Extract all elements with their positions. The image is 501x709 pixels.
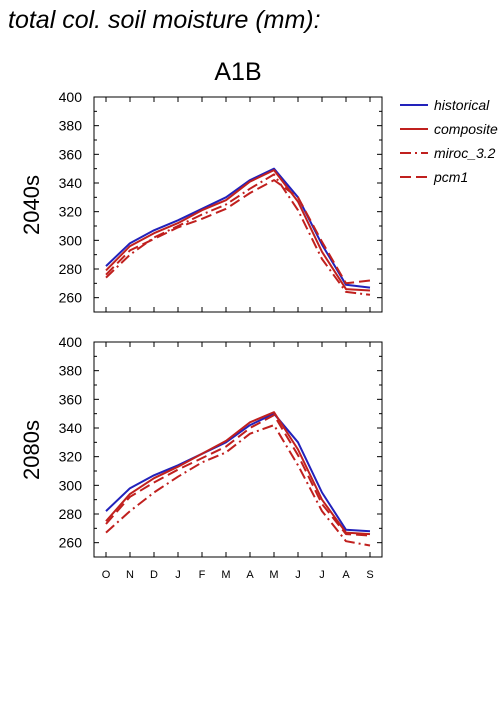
panel-2080s: 260 280 300 320 340 360 380 400 O N D J F M A M J J A S 2080… (19, 334, 383, 581)
x-tick-label: M (221, 569, 230, 581)
y-tick-label: 360 (59, 146, 83, 162)
y-tick-label: 400 (59, 334, 83, 350)
chart-panels: 260 280 300 320 340 360 380 400 2040s 260 280 300 32… (19, 89, 383, 581)
scenario-title: A1B (214, 58, 261, 86)
y-tick-label: 340 (59, 420, 83, 436)
legend-label: composite (434, 121, 498, 137)
x-tick-label: J (319, 569, 325, 581)
x-tick-label: J (175, 569, 181, 581)
y-tick-label: 320 (59, 204, 83, 220)
y-tick-label: 260 (59, 535, 83, 551)
y-tick-label: 260 (59, 290, 83, 306)
series-line-miroc_3.2 (105, 424, 371, 547)
x-tick-label: M (269, 569, 278, 581)
y-tick-label: 360 (59, 391, 83, 407)
series-line-composite (105, 411, 371, 536)
y-tick-label: 380 (59, 363, 83, 379)
x-tick-label: S (366, 569, 373, 581)
legend-item-miroc_3.2: miroc_3.2 (400, 145, 496, 161)
legend: historical composite miroc_3.2 pcm1 (400, 97, 498, 185)
x-tick-label: D (150, 569, 158, 581)
y-tick-label: 300 (59, 477, 83, 493)
panel-2040s: 260 280 300 320 340 360 380 400 2040s (19, 89, 383, 313)
x-tick-label: F (199, 569, 206, 581)
y-tick-label: 380 (59, 118, 83, 134)
legend-item-composite: composite (400, 121, 498, 137)
series-line-historical (105, 167, 371, 289)
legend-item-pcm1: pcm1 (400, 169, 468, 185)
x-tick-label: A (342, 569, 350, 581)
legend-label: historical (434, 97, 490, 113)
series-line-pcm1 (105, 414, 371, 537)
y-tick-label: 400 (59, 89, 83, 105)
x-tick-label: N (126, 569, 134, 581)
series-line-historical (105, 412, 371, 533)
x-tick-label: O (102, 569, 111, 581)
panel-label: 2080s (19, 420, 44, 480)
y-tick-label: 300 (59, 232, 83, 248)
series-line-composite (105, 169, 371, 292)
figure-title: total col. soil moisture (mm): (8, 6, 321, 34)
series-line-pcm1 (105, 179, 371, 285)
plot-frame (93, 96, 383, 313)
legend-label: pcm1 (433, 169, 468, 185)
x-tick-label: A (246, 569, 254, 581)
y-tick-label: 340 (59, 175, 83, 191)
legend-label: miroc_3.2 (434, 145, 496, 161)
y-tick-label: 280 (59, 506, 83, 522)
x-tick-label: J (295, 569, 301, 581)
legend-item-historical: historical (400, 97, 490, 113)
panel-label: 2040s (19, 175, 44, 235)
plot-frame (93, 341, 383, 558)
y-tick-label: 320 (59, 449, 83, 465)
y-tick-label: 280 (59, 261, 83, 277)
